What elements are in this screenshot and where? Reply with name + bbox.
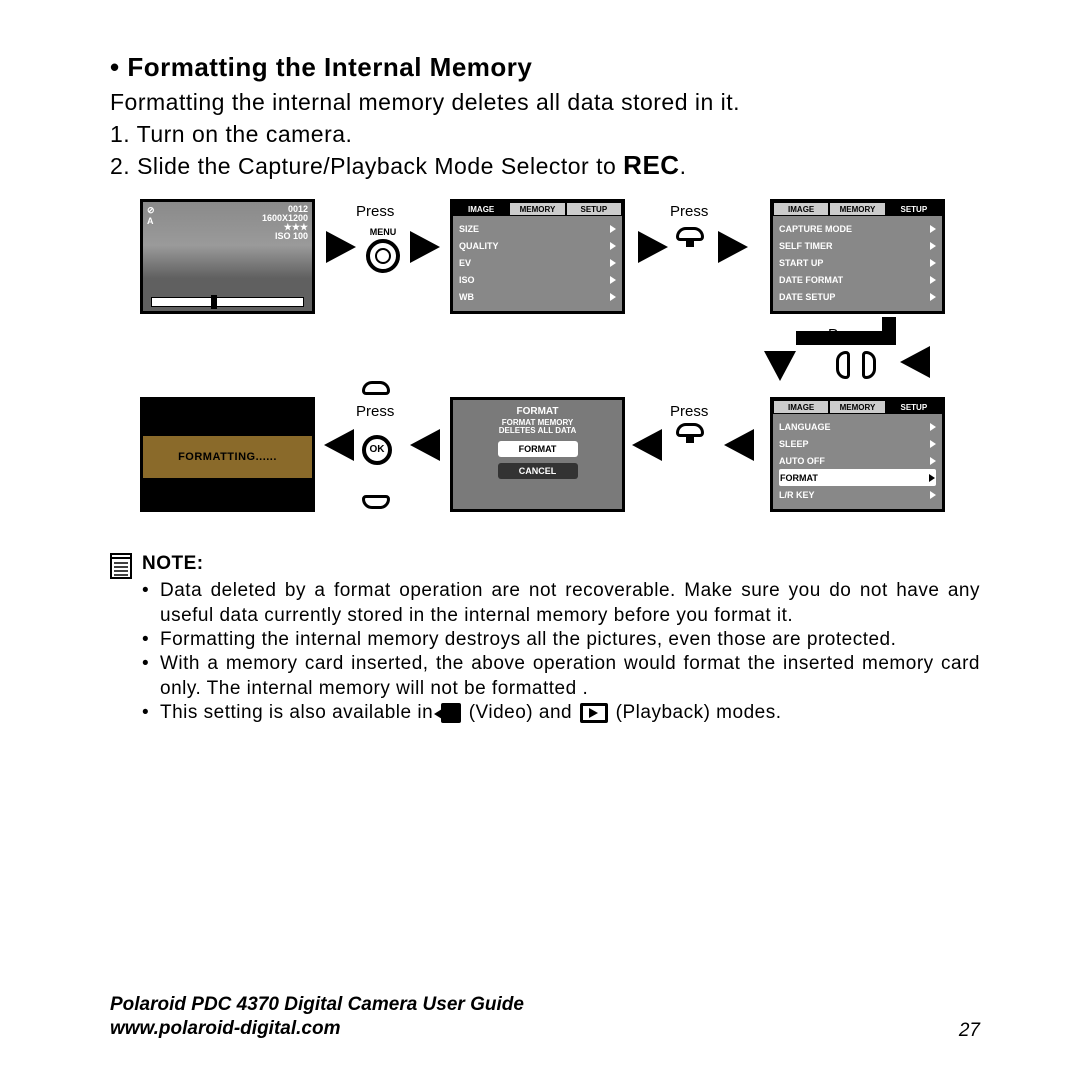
note-icon <box>110 553 134 725</box>
menu-setup-2: IMAGE MEMORY SETUP LANGUAGE SLEEP AUTO O… <box>770 397 945 512</box>
format-dialog: FORMAT FORMAT MEMORYDELETES ALL DATA FOR… <box>450 397 625 512</box>
note-heading: NOTE: <box>142 553 980 575</box>
footer-guide: Polaroid PDC 4370 Digital Camera User Gu… <box>110 993 524 1042</box>
arrow-icon <box>724 429 754 461</box>
dpad-down-icon <box>676 227 704 267</box>
arrow-icon <box>882 317 896 345</box>
flow-diagram: ⊘A 00121600X1200★★★ISO 100 Press MENU IM… <box>110 191 970 531</box>
menu-image: IMAGE MEMORY SETUP SIZE QUALITY EV ISO W… <box>450 199 625 314</box>
arrow-icon <box>764 351 796 381</box>
page-number: 27 <box>959 1020 980 1042</box>
intro-text: Formatting the internal memory deletes a… <box>110 89 980 116</box>
dpad-icon <box>362 381 390 421</box>
note-item: •Data deleted by a format operation are … <box>142 579 980 628</box>
arrow-icon <box>638 231 668 263</box>
arrow-icon <box>410 231 440 263</box>
arrow-icon <box>326 231 356 263</box>
section-title: • Formatting the Internal Memory <box>110 52 980 83</box>
dpad-down-icon <box>676 423 704 463</box>
ok-button-icon: OK <box>362 435 392 465</box>
video-mode-icon <box>441 703 461 723</box>
dpad-icon <box>362 469 390 509</box>
arrow-icon <box>796 331 896 345</box>
menu-setup-1: IMAGE MEMORY SETUP CAPTURE MODE SELF TIM… <box>770 199 945 314</box>
note-item: •With a memory card inserted, the above … <box>142 652 980 701</box>
press-label-1: Press <box>356 203 394 220</box>
formatting-screen: FORMATTING...... <box>140 397 315 512</box>
note-item: •Formatting the internal memory destroys… <box>142 628 980 652</box>
arrow-icon <box>718 231 748 263</box>
arrow-icon <box>632 429 662 461</box>
step-1: 1. Turn on the camera. <box>110 120 980 149</box>
arrow-icon <box>900 346 930 378</box>
arrow-icon <box>324 429 354 461</box>
step-2: 2. Slide the Capture/Playback Mode Selec… <box>110 149 980 182</box>
menu-label: MENU <box>366 227 400 237</box>
playback-mode-icon <box>580 703 608 723</box>
press-label-2: Press <box>670 203 708 220</box>
note-item: •This setting is also available in (Vide… <box>142 701 980 725</box>
lcd-preview: ⊘A 00121600X1200★★★ISO 100 <box>140 199 315 314</box>
dpad-icon <box>836 351 876 379</box>
arrow-icon <box>410 429 440 461</box>
press-label-4: Press <box>670 403 708 420</box>
menu-button-icon <box>366 239 400 273</box>
